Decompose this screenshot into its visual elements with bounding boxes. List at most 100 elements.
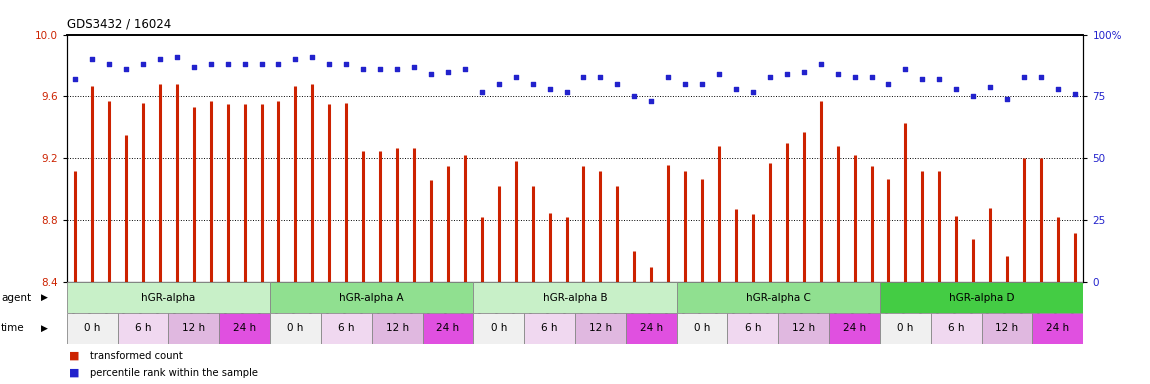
Bar (321, 313, 371, 344)
Point (540, 86, 559, 92)
Text: hGR-alpha B: hGR-alpha B (543, 293, 607, 303)
Point (710, 71, 728, 77)
Bar (67, 282, 270, 313)
Point (744, 88, 762, 94)
Text: 24 h: 24 h (1046, 323, 1070, 333)
Point (506, 74, 524, 80)
Bar (575, 313, 626, 344)
Text: hGR-alpha: hGR-alpha (141, 293, 196, 303)
Text: ▶: ▶ (41, 324, 48, 333)
Point (388, 66, 406, 72)
Point (66, 76, 84, 82)
Text: 6 h: 6 h (542, 323, 558, 333)
Point (320, 61, 338, 67)
Bar (880, 282, 1083, 313)
Point (1032, 74, 1050, 80)
Point (880, 81, 898, 87)
Point (760, 74, 779, 80)
Point (795, 69, 813, 75)
Point (626, 93, 644, 99)
Point (100, 61, 118, 67)
Point (1014, 74, 1033, 80)
Text: percentile rank within the sample: percentile rank within the sample (90, 368, 258, 378)
Text: transformed count: transformed count (90, 351, 183, 361)
Bar (676, 282, 880, 313)
Point (862, 74, 881, 80)
Text: 0 h: 0 h (897, 323, 913, 333)
Text: 12 h: 12 h (385, 323, 408, 333)
Point (981, 83, 999, 89)
Point (439, 69, 458, 75)
Bar (168, 313, 220, 344)
Point (692, 81, 711, 87)
Bar (117, 313, 168, 344)
Text: 12 h: 12 h (792, 323, 815, 333)
Point (828, 71, 846, 77)
Point (286, 56, 305, 63)
Point (405, 64, 423, 70)
Bar (880, 313, 930, 344)
Text: 12 h: 12 h (996, 323, 1019, 333)
Bar (422, 313, 474, 344)
Point (1049, 86, 1067, 92)
Point (574, 74, 592, 80)
Point (201, 61, 220, 67)
Point (83, 56, 101, 63)
Text: hGR-alpha A: hGR-alpha A (339, 293, 404, 303)
Text: 0 h: 0 h (693, 323, 711, 333)
Point (523, 81, 542, 87)
Point (304, 54, 322, 60)
Bar (270, 313, 321, 344)
Text: 0 h: 0 h (288, 323, 304, 333)
Text: 12 h: 12 h (182, 323, 206, 333)
Bar (1033, 313, 1083, 344)
Bar (67, 313, 117, 344)
Point (354, 66, 373, 72)
Bar (371, 313, 422, 344)
Bar (779, 313, 829, 344)
Bar (474, 313, 524, 344)
Bar (626, 313, 676, 344)
Text: time: time (1, 323, 25, 333)
Bar (270, 282, 474, 313)
Point (218, 61, 237, 67)
Point (727, 86, 745, 92)
Text: 24 h: 24 h (639, 323, 662, 333)
Point (422, 71, 440, 77)
Text: 6 h: 6 h (948, 323, 965, 333)
Point (185, 64, 204, 70)
Bar (930, 313, 982, 344)
Text: ■: ■ (69, 351, 79, 361)
Bar (220, 313, 270, 344)
Text: 6 h: 6 h (338, 323, 354, 333)
Point (252, 61, 270, 67)
Bar (829, 313, 880, 344)
Bar (676, 313, 728, 344)
Point (659, 74, 677, 80)
Point (812, 61, 830, 67)
Point (490, 81, 508, 87)
Text: 24 h: 24 h (436, 323, 460, 333)
Point (337, 61, 355, 67)
Point (964, 93, 982, 99)
Text: GDS3432 / 16024: GDS3432 / 16024 (67, 18, 171, 31)
Text: 6 h: 6 h (745, 323, 761, 333)
Text: ▶: ▶ (41, 293, 48, 302)
Bar (982, 313, 1033, 344)
Point (133, 61, 152, 67)
Point (455, 66, 474, 72)
Text: 0 h: 0 h (491, 323, 507, 333)
Point (151, 56, 169, 63)
Point (676, 81, 695, 87)
Text: 24 h: 24 h (843, 323, 866, 333)
Text: 0 h: 0 h (84, 323, 100, 333)
Text: hGR-alpha D: hGR-alpha D (949, 293, 1014, 303)
Text: 12 h: 12 h (589, 323, 612, 333)
Point (168, 54, 186, 60)
Point (642, 98, 660, 104)
Point (558, 88, 576, 94)
Text: ■: ■ (69, 368, 79, 378)
Point (913, 76, 932, 82)
Bar (474, 282, 676, 313)
Point (845, 74, 864, 80)
